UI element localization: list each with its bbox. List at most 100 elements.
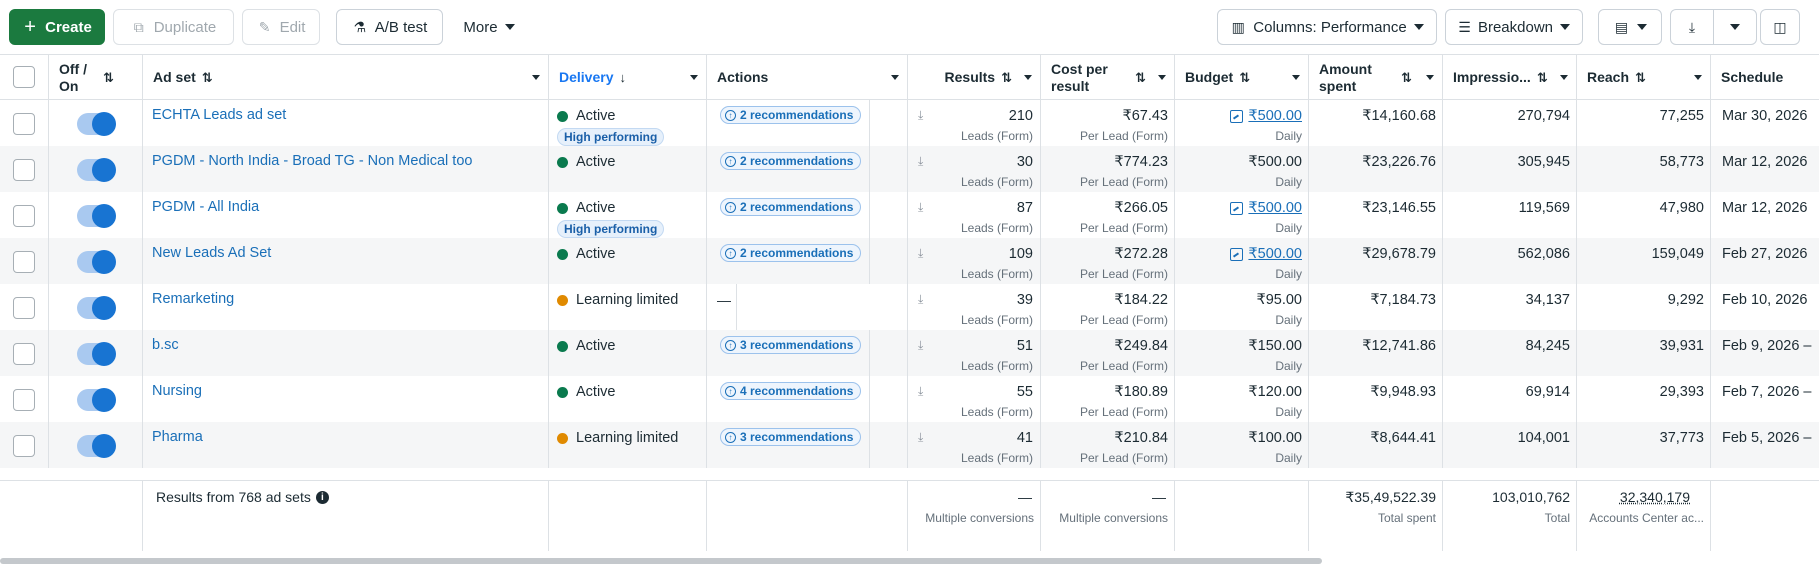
header-results[interactable]: Results ⇅ bbox=[908, 55, 1041, 100]
ad-set-name-link[interactable]: Nursing bbox=[152, 383, 202, 399]
recommendations-pill[interactable]: ↑ 4 recommendations bbox=[720, 382, 862, 400]
recommendations-pill[interactable]: ↑ 2 recommendations bbox=[720, 244, 862, 262]
table-row[interactable]: Pharma Learning limited ↑ 3 recommendations… bbox=[0, 422, 1819, 468]
ad-set-name-link[interactable]: PGDM - All India bbox=[152, 199, 260, 215]
header-select-all[interactable] bbox=[0, 55, 49, 100]
duplicate-button[interactable]: ⧉ Duplicate bbox=[113, 9, 234, 45]
horizontal-scrollbar[interactable] bbox=[0, 558, 1322, 564]
on-off-toggle[interactable] bbox=[77, 296, 116, 320]
columns-button[interactable]: ▥ Columns: Performance bbox=[1217, 9, 1437, 45]
cell-divider bbox=[1577, 100, 1711, 146]
column-menu-icon[interactable] bbox=[1024, 75, 1032, 80]
header-delivery[interactable]: Delivery ↓ bbox=[549, 55, 707, 100]
ad-set-name-link[interactable]: ECHTA Leads ad set bbox=[152, 107, 287, 123]
column-menu-icon[interactable] bbox=[1158, 75, 1166, 80]
table-row[interactable]: PGDM - North India - Broad TG - Non Medi… bbox=[0, 146, 1819, 192]
ad-set-name-link[interactable]: Remarketing bbox=[152, 291, 235, 307]
sort-icon[interactable]: ⇅ bbox=[201, 69, 213, 85]
download-icon[interactable]: ⤓ bbox=[918, 154, 924, 168]
on-off-toggle[interactable] bbox=[77, 204, 116, 228]
reports-button[interactable]: ▤ bbox=[1598, 9, 1662, 45]
sort-icon[interactable]: ⇅ bbox=[1536, 69, 1548, 85]
download-icon[interactable]: ⤓ bbox=[918, 200, 924, 214]
on-off-toggle[interactable] bbox=[77, 434, 116, 458]
recommendations-pill[interactable]: ↑ 2 recommendations bbox=[720, 152, 862, 170]
cell-divider bbox=[1443, 376, 1577, 422]
ad-set-name-link[interactable]: b.sc bbox=[152, 337, 179, 353]
recommendations-pill[interactable]: ↑ 2 recommendations bbox=[720, 106, 862, 124]
column-menu-icon[interactable] bbox=[1560, 75, 1568, 80]
sort-icon[interactable]: ⇅ bbox=[1239, 69, 1251, 85]
row-checkbox[interactable] bbox=[13, 297, 35, 319]
budget-value[interactable]: ₹500.00 bbox=[1230, 108, 1302, 124]
download-icon[interactable]: ⤓ bbox=[918, 108, 924, 122]
header-off-on[interactable]: Off / On ⇅ bbox=[49, 55, 143, 100]
column-menu-icon[interactable] bbox=[891, 75, 899, 80]
header-ad-set[interactable]: Ad set ⇅ bbox=[143, 55, 549, 100]
download-icon[interactable]: ⤓ bbox=[918, 292, 924, 306]
column-menu-icon[interactable] bbox=[1694, 75, 1702, 80]
column-menu-icon[interactable] bbox=[532, 75, 540, 80]
edit-button[interactable]: ✎ Edit bbox=[242, 9, 320, 45]
select-all-checkbox[interactable] bbox=[13, 66, 35, 88]
recommendations-text: 3 recommendations bbox=[740, 338, 854, 352]
sort-desc-icon[interactable]: ↓ bbox=[619, 70, 626, 85]
header-budget[interactable]: Budget ⇅ bbox=[1175, 55, 1309, 100]
budget-value[interactable]: ₹500.00 bbox=[1230, 246, 1302, 262]
row-checkbox[interactable] bbox=[13, 113, 35, 135]
recommendations-pill[interactable]: ↑ 3 recommendations bbox=[720, 336, 862, 354]
more-button[interactable]: More bbox=[451, 9, 527, 45]
schedule-value: Feb 10, 2026 bbox=[1722, 292, 1808, 308]
breakdown-button[interactable]: ☰ Breakdown bbox=[1445, 9, 1583, 45]
create-button[interactable]: + Create bbox=[9, 9, 105, 45]
info-icon[interactable]: i bbox=[315, 490, 329, 504]
delivery-status: Active bbox=[557, 246, 616, 262]
on-off-toggle[interactable] bbox=[77, 250, 116, 274]
download-icon[interactable]: ⤓ bbox=[918, 338, 924, 352]
column-menu-icon[interactable] bbox=[1426, 75, 1434, 80]
download-icon[interactable]: ⤓ bbox=[918, 384, 924, 398]
on-off-toggle[interactable] bbox=[77, 158, 116, 182]
sort-icon[interactable]: ⇅ bbox=[1001, 69, 1012, 85]
sort-icon[interactable]: ⇅ bbox=[1635, 69, 1646, 85]
ad-set-name-link[interactable]: PGDM - North India - Broad TG - Non Medi… bbox=[152, 153, 473, 169]
header-actions[interactable]: Actions bbox=[707, 55, 908, 100]
footer-reach[interactable]: 32,340,179 bbox=[1619, 489, 1690, 505]
table-row[interactable]: PGDM - All India Active High performing ↑ 2 … bbox=[0, 192, 1819, 238]
table-row[interactable]: b.sc Active ↑ 3 recommendations ⤓ 51 Leads (Fo… bbox=[0, 330, 1819, 376]
table-row[interactable]: Nursing Active ↑ 4 recommendations ⤓ 55 Leads … bbox=[0, 376, 1819, 422]
sort-icon[interactable]: ⇅ bbox=[103, 69, 114, 85]
chart-toggle-button[interactable]: ◫ bbox=[1760, 9, 1800, 45]
header-impressions[interactable]: Impressio... ⇅ bbox=[1443, 55, 1577, 100]
header-cost-per-result[interactable]: Cost per result ⇅ bbox=[1041, 55, 1175, 100]
on-off-toggle[interactable] bbox=[77, 112, 116, 136]
ab-test-button[interactable]: ⚗ A/B test bbox=[336, 9, 443, 45]
column-menu-icon[interactable] bbox=[1292, 75, 1300, 80]
row-checkbox[interactable] bbox=[13, 159, 35, 181]
row-checkbox[interactable] bbox=[13, 435, 35, 457]
header-reach[interactable]: Reach ⇅ bbox=[1577, 55, 1711, 100]
table-row[interactable]: ECHTA Leads ad set Active High performing ↑… bbox=[0, 100, 1819, 146]
table-row[interactable]: New Leads Ad Set Active ↑ 2 recommendations… bbox=[0, 238, 1819, 284]
on-off-toggle[interactable] bbox=[77, 388, 116, 412]
on-off-toggle[interactable] bbox=[77, 342, 116, 366]
row-checkbox[interactable] bbox=[13, 389, 35, 411]
export-button[interactable]: ⤓ bbox=[1670, 9, 1714, 45]
ad-set-name-link[interactable]: Pharma bbox=[152, 429, 203, 445]
sort-icon[interactable]: ⇅ bbox=[1135, 69, 1146, 85]
recommendations-pill[interactable]: ↑ 2 recommendations bbox=[720, 198, 862, 216]
row-checkbox[interactable] bbox=[13, 343, 35, 365]
download-icon[interactable]: ⤓ bbox=[918, 430, 924, 444]
header-amount-spent[interactable]: Amount spent ⇅ bbox=[1309, 55, 1443, 100]
column-menu-icon[interactable] bbox=[690, 75, 698, 80]
budget-value[interactable]: ₹500.00 bbox=[1230, 200, 1302, 216]
table-row[interactable]: Remarketing Learning limited — ⤓ 39 Leads (Fo… bbox=[0, 284, 1819, 330]
recommendations-pill[interactable]: ↑ 3 recommendations bbox=[720, 428, 862, 446]
row-checkbox[interactable] bbox=[13, 205, 35, 227]
ad-set-name-link[interactable]: New Leads Ad Set bbox=[152, 245, 272, 261]
sort-icon[interactable]: ⇅ bbox=[1401, 69, 1412, 85]
export-menu-button[interactable] bbox=[1713, 9, 1757, 45]
header-schedule[interactable]: Schedule bbox=[1711, 55, 1819, 100]
download-icon[interactable]: ⤓ bbox=[918, 246, 924, 260]
row-checkbox[interactable] bbox=[13, 251, 35, 273]
